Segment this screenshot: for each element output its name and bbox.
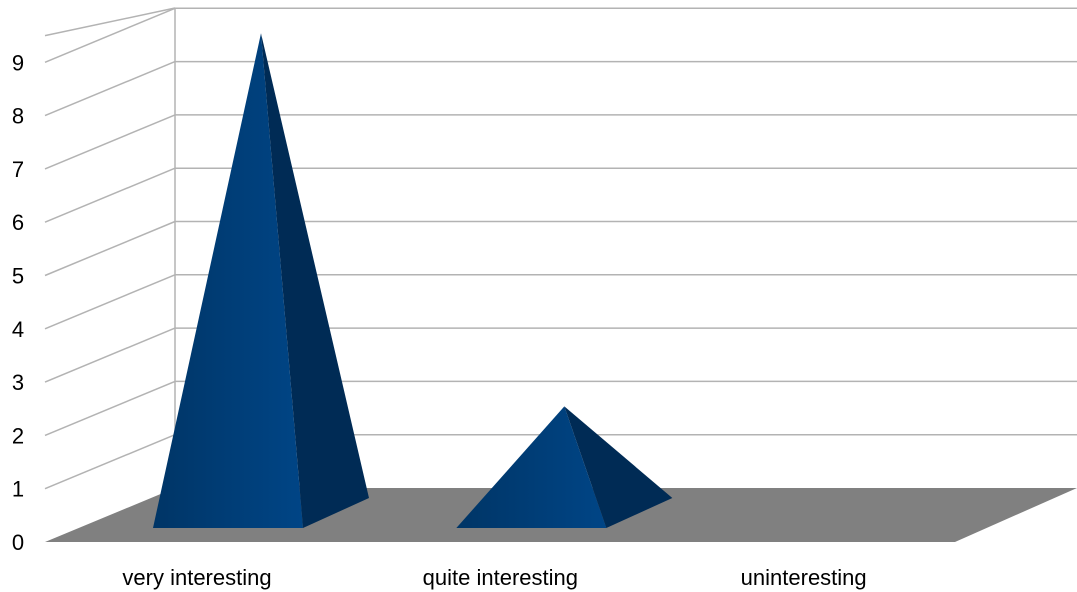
y-tick-label: 8 — [12, 104, 24, 129]
pyramid-front-face — [153, 33, 303, 529]
pyramid-side-face — [261, 33, 369, 529]
y-tick-label: 6 — [12, 210, 24, 235]
y-tick-label: 1 — [12, 477, 24, 502]
pyramid-side-face — [564, 406, 673, 528]
x-axis-category-labels: very interesting quite interesting uninter… — [122, 565, 866, 590]
category-label: quite interesting — [423, 565, 578, 590]
gridline-side — [44, 274, 176, 330]
category-label: very interesting — [122, 565, 271, 590]
y-tick-label: 7 — [12, 157, 24, 182]
y-tick-label: 9 — [12, 50, 24, 75]
gridline-side — [44, 327, 176, 383]
category-label: uninteresting — [741, 565, 867, 590]
gridline-side — [44, 114, 176, 170]
gridline-side — [44, 434, 176, 490]
y-axis-tick-labels: 0 1 2 3 4 5 6 7 8 9 — [12, 50, 24, 555]
y-tick-label: 3 — [12, 370, 24, 395]
y-tick-label: 4 — [12, 317, 24, 342]
pyramid-front-face — [456, 406, 607, 528]
gridline-side — [44, 60, 176, 117]
gridline-side — [44, 220, 176, 277]
y-tick-label: 0 — [12, 530, 24, 555]
y-tick-label: 5 — [12, 264, 24, 289]
gridline-side — [44, 167, 176, 223]
y-tick-label: 2 — [12, 423, 24, 448]
gridline-side — [44, 7, 176, 63]
gridline-side — [44, 380, 176, 437]
side-wall-top-edge — [44, 7, 176, 37]
pyramid-bars — [153, 33, 673, 529]
